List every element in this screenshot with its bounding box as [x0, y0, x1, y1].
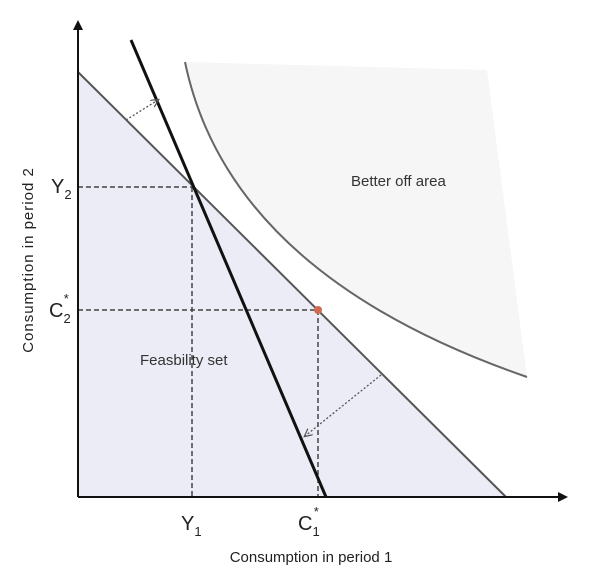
x-axis-title: Consumption in period 1	[230, 549, 393, 566]
tick-c1-main: C	[298, 513, 312, 535]
y-axis-title: Consumption in period 2	[20, 167, 37, 353]
tick-c2-main: C	[49, 300, 63, 322]
tick-c2-sup: *	[64, 291, 69, 306]
tick-label-y1: Y1	[181, 513, 202, 539]
tick-y2-main: Y	[51, 176, 64, 198]
tick-c1-sup: *	[314, 504, 319, 519]
steep-budget-line	[129, 39, 328, 498]
guide-lines	[78, 186, 319, 497]
tick-c2-sub: 2	[63, 311, 70, 326]
tick-label-c1: C1 *	[298, 504, 320, 539]
tick-y1-sub: 1	[194, 524, 201, 539]
tick-label-y2: Y2	[51, 176, 72, 202]
optimum-point	[314, 306, 322, 314]
indifference-curve	[184, 61, 528, 378]
better-off-label: Better off area	[351, 173, 446, 190]
tick-c1-sub: 1	[312, 524, 319, 539]
tick-y1-main: Y	[181, 513, 194, 535]
better-off-area	[185, 62, 527, 377]
feasibility-label: Feasbility set	[140, 352, 228, 369]
tick-y2-sub: 2	[64, 187, 71, 202]
outward-shift-arrow	[125, 100, 158, 121]
budget-line	[77, 71, 507, 498]
tick-label-c2: C2 *	[49, 291, 71, 326]
inward-shift-arrow	[305, 374, 382, 436]
